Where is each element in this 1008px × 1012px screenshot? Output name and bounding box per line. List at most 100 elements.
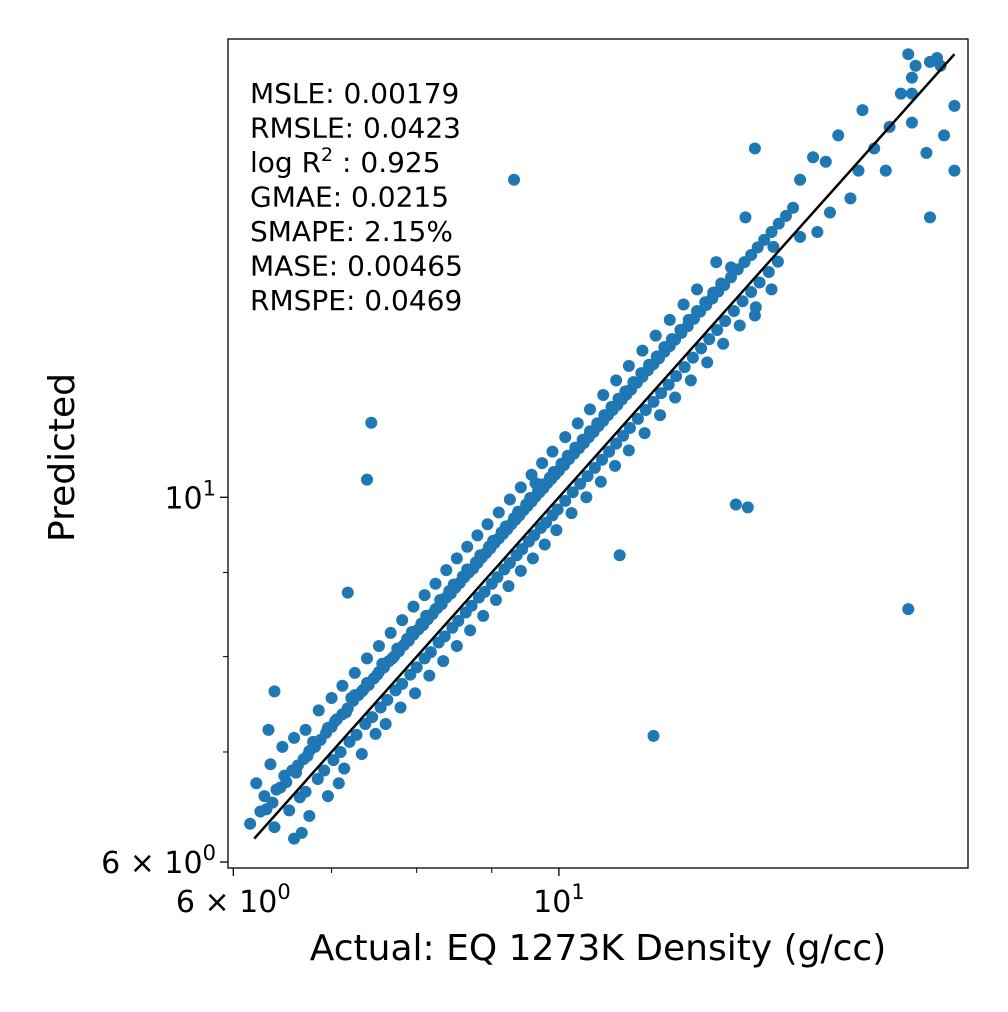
data-point (609, 459, 622, 472)
data-point (695, 342, 708, 355)
data-point (303, 809, 316, 822)
data-point (677, 298, 690, 311)
data-point (369, 727, 382, 740)
data-point (856, 104, 869, 117)
data-point (725, 271, 738, 284)
data-point (920, 146, 933, 159)
plot-frame (227, 38, 969, 869)
data-points (244, 48, 961, 845)
data-point (487, 534, 500, 547)
data-point (662, 378, 675, 391)
data-point (852, 164, 865, 177)
data-point (665, 333, 678, 346)
data-point (617, 429, 630, 442)
x-tick-label: 6 × 100 (176, 880, 291, 920)
data-point (923, 211, 936, 224)
data-point (868, 142, 881, 155)
data-point (461, 563, 474, 576)
data-point (566, 486, 579, 499)
data-point (376, 657, 389, 670)
data-point (502, 580, 515, 593)
data-point (588, 461, 601, 474)
data-point (647, 395, 660, 408)
data-point (471, 529, 484, 542)
data-point (596, 453, 609, 466)
data-point (663, 313, 676, 326)
data-point (638, 427, 651, 440)
data-point (811, 225, 824, 238)
data-point (684, 374, 697, 387)
data-point (719, 315, 732, 328)
data-point (311, 772, 324, 785)
data-point (538, 538, 551, 551)
data-point (361, 676, 373, 689)
data-point (268, 685, 281, 698)
data-point (299, 723, 312, 736)
data-point (613, 549, 626, 562)
data-point (465, 599, 478, 612)
data-point (794, 173, 807, 186)
data-point (691, 283, 704, 296)
data-point (650, 350, 663, 363)
data-point (424, 646, 437, 659)
data-point (409, 687, 422, 700)
axis-labels: Actual: EQ 1273K Density (g/cc) Predicted (42, 373, 886, 969)
metric-line: MSLE: 0.00179 (250, 77, 459, 110)
data-point (619, 385, 632, 398)
data-point (491, 571, 504, 584)
data-point (379, 717, 392, 730)
data-point (559, 431, 572, 444)
data-point (447, 578, 460, 591)
data-point (631, 412, 644, 425)
data-point (725, 261, 738, 274)
data-point (361, 652, 373, 665)
data-point (678, 361, 691, 374)
metric-line: RMSPE: 0.0469 (250, 284, 462, 317)
data-point (341, 586, 354, 599)
data-point (931, 52, 944, 65)
data-point (283, 804, 296, 817)
data-point (643, 358, 656, 371)
data-point (420, 609, 433, 622)
data-point (765, 225, 778, 238)
data-point (894, 87, 907, 100)
data-point (258, 790, 271, 803)
data-point (832, 129, 845, 142)
data-point (686, 351, 699, 364)
data-point (477, 609, 490, 622)
y-tick-label: 101 (164, 476, 216, 516)
data-point (948, 164, 961, 177)
data-point (437, 655, 450, 668)
data-point (682, 313, 695, 326)
data-point (576, 433, 589, 446)
data-point (580, 491, 593, 504)
data-point (334, 745, 347, 758)
data-point (478, 585, 491, 598)
data-point (512, 505, 525, 518)
data-point (262, 723, 275, 736)
metric-line: RMSLE: 0.0423 (250, 112, 461, 145)
data-point (546, 445, 559, 458)
data-point (336, 679, 349, 692)
data-point (264, 758, 277, 771)
data-point (710, 256, 723, 269)
data-point (605, 400, 618, 413)
data-point (332, 777, 345, 790)
data-point (745, 286, 758, 299)
data-point (301, 750, 314, 763)
data-point (787, 201, 800, 214)
data-point (489, 594, 502, 607)
data-point (440, 564, 453, 577)
y-tick-label: 6 × 100 (101, 841, 216, 881)
data-point (584, 425, 597, 438)
data-point (429, 577, 442, 590)
data-point (610, 374, 623, 387)
data-point (464, 624, 477, 637)
data-point (405, 626, 418, 639)
identity-line-layer (253, 53, 956, 840)
data-point (276, 740, 289, 753)
data-point (594, 475, 607, 488)
data-point (547, 466, 560, 479)
data-point (670, 370, 683, 383)
